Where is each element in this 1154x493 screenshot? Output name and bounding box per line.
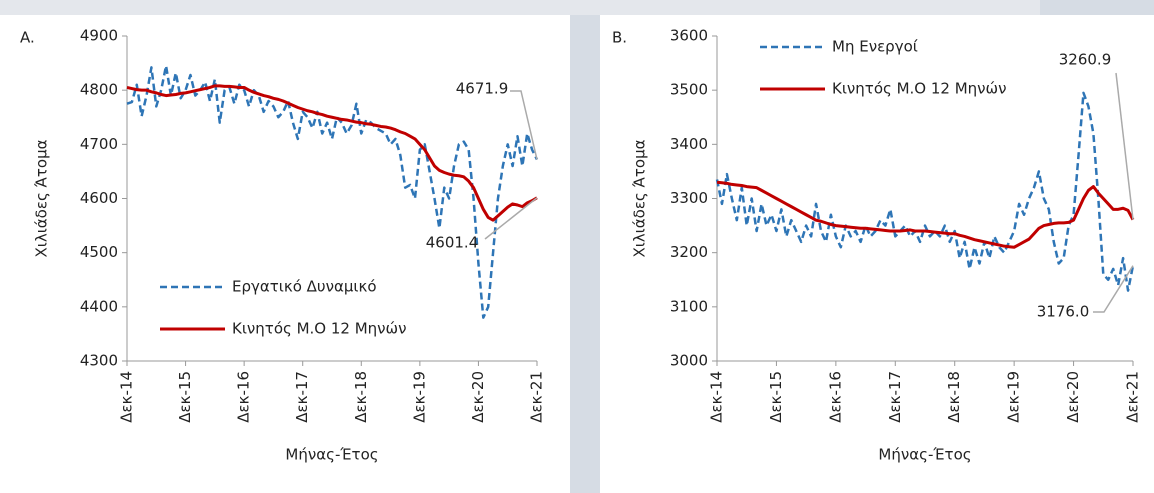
panel-label: A. <box>20 29 35 47</box>
y-tick-label: 4700 <box>80 135 118 153</box>
annotation-leader <box>484 197 538 240</box>
legend-label: Κινητός Μ.Ο 12 Μηνών <box>832 80 1007 98</box>
x-tick-label: Δεκ-18 <box>945 371 963 423</box>
x-axis-title: Μήνας-Έτος <box>285 446 378 464</box>
x-tick-label: Δεκ-16 <box>826 371 844 423</box>
y-tick-label: 3200 <box>670 243 708 261</box>
x-tick-label: Δεκ-14 <box>118 371 136 423</box>
series-line <box>126 84 538 222</box>
y-tick-label: 3400 <box>670 135 708 153</box>
y-tick-label: 3100 <box>670 297 708 315</box>
x-tick-label: Δεκ-20 <box>469 371 487 423</box>
y-tick-label: 4900 <box>80 27 118 45</box>
top-strip <box>0 0 1040 15</box>
y-tick-label: 3300 <box>670 189 708 207</box>
x-tick-label: Δεκ-17 <box>293 371 311 423</box>
annotation-leader <box>1093 265 1134 313</box>
y-tick-label: 4800 <box>80 81 118 99</box>
x-tick-label: Δεκ-18 <box>352 371 370 423</box>
annotation: 3260.9 <box>1059 51 1112 69</box>
y-tick-label: 3600 <box>670 27 708 45</box>
legend-label: Εργατικό Δυναμικό <box>232 278 377 296</box>
annotation: 4601.4 <box>426 234 479 252</box>
y-tick-label: 4300 <box>80 352 118 370</box>
x-tick-label: Δεκ-16 <box>235 371 253 423</box>
annotation: 3176.0 <box>1037 303 1090 321</box>
x-tick-label: Δεκ-21 <box>1124 371 1142 423</box>
annotation-leader <box>510 90 538 160</box>
y-axis-title: Χιλιάδες Άτομα <box>631 139 649 257</box>
x-tick-label: Δεκ-15 <box>176 371 194 423</box>
x-tick-label: Δεκ-20 <box>1064 371 1082 423</box>
x-axis-title: Μήνας-Έτος <box>878 446 971 464</box>
y-axis-title: Χιλιάδες Άτομα <box>33 139 51 257</box>
panel-label: B. <box>612 29 627 47</box>
legend-label: Κινητός Μ.Ο 12 Μηνών <box>232 320 407 338</box>
x-tick-label: Δεκ-19 <box>1005 371 1023 423</box>
panel-b <box>600 15 1154 493</box>
annotation: 4671.9 <box>456 80 509 98</box>
y-tick-label: 4500 <box>80 243 118 261</box>
annotation-leader <box>1115 72 1134 220</box>
y-tick-label: 3000 <box>670 352 708 370</box>
y-tick-label: 3500 <box>670 81 708 99</box>
series-line <box>715 91 1135 292</box>
y-tick-label: 4600 <box>80 189 118 207</box>
legend-label: Μη Ενεργοί <box>832 38 918 56</box>
series-line <box>716 180 1135 249</box>
panel-a <box>0 15 570 493</box>
series-line <box>126 64 539 319</box>
x-tick-label: Δεκ-21 <box>528 371 546 423</box>
x-tick-label: Δεκ-14 <box>708 371 726 423</box>
y-tick-label: 4400 <box>80 297 118 315</box>
x-tick-label: Δεκ-19 <box>410 371 428 423</box>
x-tick-label: Δεκ-15 <box>767 371 785 423</box>
x-tick-label: Δεκ-17 <box>886 371 904 423</box>
